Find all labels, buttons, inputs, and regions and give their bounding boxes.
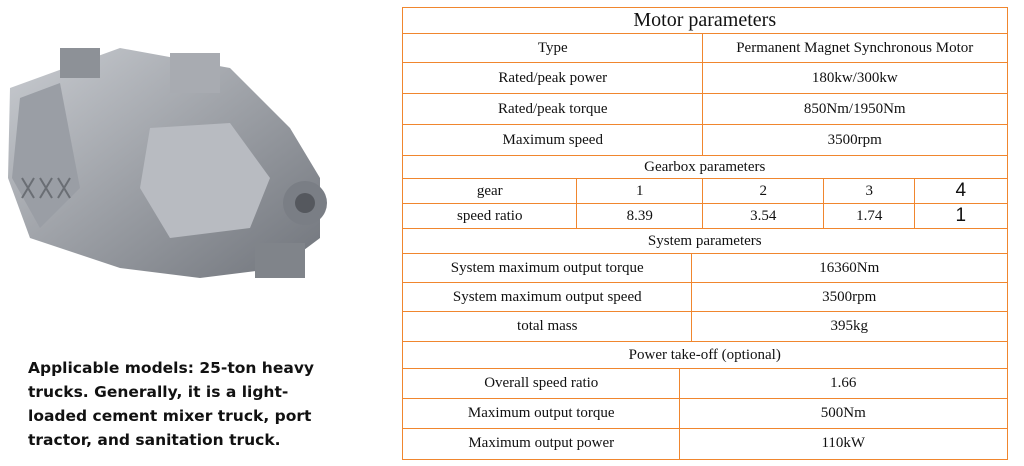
gear-cell: 8.39	[576, 203, 704, 230]
param-value: 180kw/300kw	[702, 62, 1008, 95]
section-title-gearbox: Gearbox parameters	[402, 155, 1008, 180]
applicable-models-text: Applicable models: 25-ton heavy trucks. …	[28, 359, 315, 449]
param-value: 395kg	[691, 311, 1008, 343]
motor-gearbox-image	[8, 48, 327, 278]
param-label: Rated/peak power	[402, 62, 704, 95]
param-label: Maximum output power	[402, 428, 681, 460]
section-title-system: System parameters	[402, 228, 1008, 255]
param-label: System maximum output torque	[402, 253, 693, 284]
gear-cell: 1	[914, 203, 1008, 230]
param-value: 110kW	[679, 428, 1008, 460]
param-label: Type	[402, 33, 704, 64]
param-value: 3500rpm	[702, 124, 1008, 157]
param-value: 850Nm/1950Nm	[702, 93, 1008, 126]
param-value: 1.66	[679, 368, 1008, 400]
param-label: total mass	[402, 311, 693, 343]
param-value: 500Nm	[679, 398, 1008, 430]
param-label: Maximum speed	[402, 124, 704, 157]
param-label: Overall speed ratio	[402, 368, 681, 400]
param-label: Rated/peak torque	[402, 93, 704, 126]
param-value: 16360Nm	[691, 253, 1008, 284]
param-label: System maximum output speed	[402, 282, 693, 313]
param-label: Maximum output torque	[402, 398, 681, 430]
gear-cell: 3.54	[702, 203, 825, 230]
gear-cell: 2	[702, 178, 825, 205]
gear-cell: 3	[823, 178, 916, 205]
param-value: 3500rpm	[691, 282, 1008, 313]
param-value: Permanent Magnet Synchronous Motor	[702, 33, 1008, 64]
gear-cell: 1.74	[823, 203, 916, 230]
section-title-pto: Power take-off (optional)	[402, 341, 1008, 370]
gear-cell: 1	[576, 178, 704, 205]
section-title-motor: Motor parameters	[402, 7, 1008, 35]
gear-cell: gear	[402, 178, 578, 205]
gear-cell: 4	[914, 178, 1008, 205]
gear-cell: speed ratio	[402, 203, 578, 230]
